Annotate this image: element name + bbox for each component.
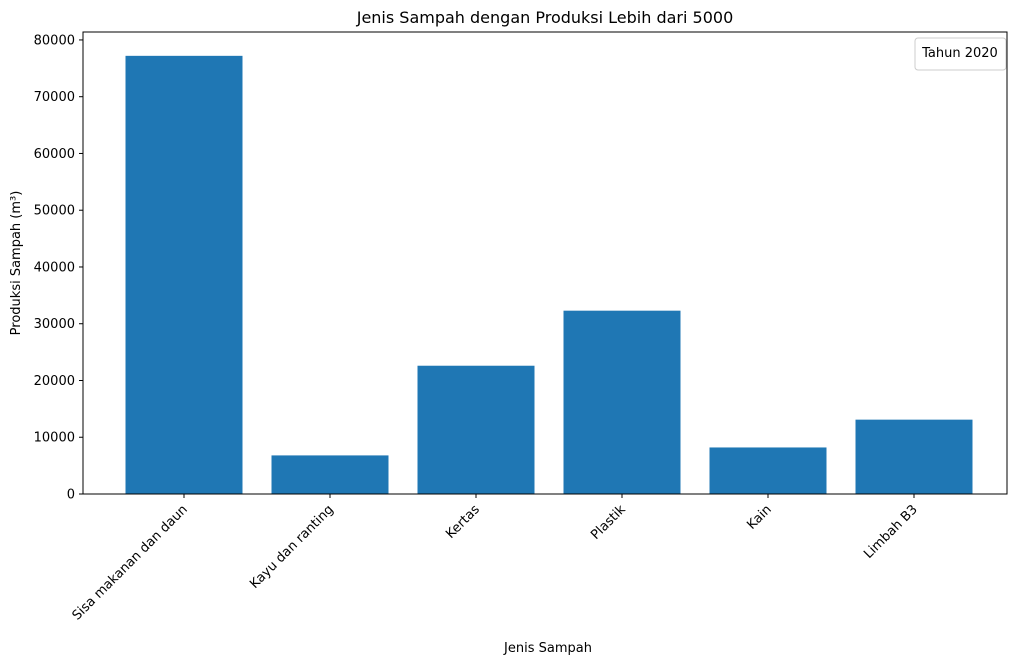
y-tick-label: 30000 bbox=[34, 317, 75, 332]
y-tick-label: 10000 bbox=[34, 431, 75, 446]
bar bbox=[271, 455, 389, 494]
bar bbox=[855, 419, 973, 494]
x-axis: Sisa makanan dan daun Kayu dan ranting Ker… bbox=[70, 494, 921, 623]
legend: Tahun 2020 bbox=[914, 37, 1007, 71]
x-tick-label: Plastik bbox=[588, 502, 629, 543]
bar bbox=[563, 310, 681, 494]
bars-group bbox=[125, 55, 973, 495]
legend-title: Tahun 2020 bbox=[921, 46, 998, 61]
bar bbox=[125, 55, 243, 495]
chart-title: Jenis Sampah dengan Produksi Lebih dari … bbox=[356, 8, 734, 27]
bar bbox=[417, 365, 535, 494]
bar bbox=[709, 447, 827, 494]
y-axis: 0 10000 20000 30000 40000 50000 60000 70000 8000… bbox=[34, 33, 83, 503]
x-tick-label: Kertas bbox=[443, 502, 483, 542]
y-tick-label: 70000 bbox=[34, 90, 75, 105]
y-tick-label: 80000 bbox=[34, 33, 75, 48]
x-tick-label: Kayu dan ranting bbox=[247, 502, 337, 592]
x-tick-label: Sisa makanan dan daun bbox=[70, 502, 191, 623]
legend-box bbox=[914, 37, 1007, 71]
y-axis-title: Produksi Sampah (m³) bbox=[9, 191, 24, 336]
x-axis-title: Jenis Sampah bbox=[503, 641, 592, 656]
y-tick-label: 50000 bbox=[34, 204, 75, 219]
y-tick-label: 60000 bbox=[34, 147, 75, 162]
y-tick-label: 40000 bbox=[34, 260, 75, 275]
plot-frame bbox=[82, 31, 1008, 495]
x-tick-label: Kain bbox=[744, 502, 774, 532]
x-tick-label: Limbah B3 bbox=[861, 502, 921, 562]
y-tick-label: 20000 bbox=[34, 374, 75, 389]
y-tick-label: 0 bbox=[67, 488, 75, 503]
